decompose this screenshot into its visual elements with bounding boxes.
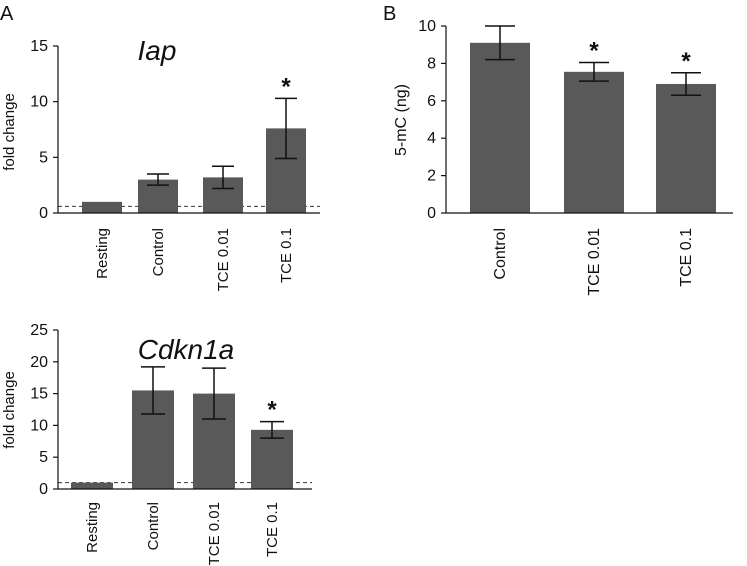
- x-tick-label: TCE 0.1: [678, 228, 695, 287]
- x-tick-label: TCE 0.1: [264, 502, 281, 557]
- y-tick-label: 0: [39, 205, 48, 222]
- y-tick-label: 20: [30, 354, 48, 371]
- y-axis-label: fold change: [1, 371, 18, 449]
- chart-title: Iap: [138, 35, 177, 66]
- bar: [470, 42, 530, 213]
- bar: [71, 482, 113, 489]
- y-tick-label: 10: [418, 18, 436, 35]
- x-tick-label: Resting: [94, 228, 111, 279]
- y-tick-label: 15: [30, 38, 48, 55]
- y-tick-label: 5: [39, 449, 48, 466]
- y-tick-label: 2: [427, 168, 436, 185]
- significance-marker: *: [281, 73, 291, 100]
- y-tick-label: 0: [427, 205, 436, 222]
- significance-marker: *: [681, 48, 691, 75]
- significance-marker: *: [589, 37, 599, 64]
- panel-label-a: A: [0, 3, 14, 25]
- y-tick-label: 4: [427, 130, 436, 147]
- x-tick-label: Control: [150, 228, 167, 276]
- y-tick-label: 10: [30, 417, 48, 434]
- y-tick-label: 6: [427, 93, 436, 110]
- x-tick-label: TCE 0.01: [586, 228, 603, 296]
- chart-title: Cdkn1a: [138, 334, 235, 365]
- x-tick-label: Control: [145, 502, 162, 550]
- bar: [564, 71, 624, 213]
- chart-5mc: 5-mC (ng) * * 0 2 4 6 8 10 Control TCE 0.01 TCE 0.1: [393, 18, 733, 296]
- y-tick-label: 0: [39, 481, 48, 498]
- y-tick-label: 15: [30, 386, 48, 403]
- bar: [251, 429, 293, 489]
- y-tick-label: 5: [39, 149, 48, 166]
- panel-label-b: B: [383, 3, 396, 25]
- y-axis-label: fold change: [1, 93, 18, 171]
- y-tick-label: 25: [30, 322, 48, 339]
- bar: [82, 201, 122, 213]
- y-tick-label: 8: [427, 55, 436, 72]
- x-tick-label: TCE 0.01: [206, 502, 223, 565]
- bar: [656, 83, 716, 213]
- y-axis-label: 5-mC (ng): [393, 84, 410, 156]
- chart-cdkn1a: Cdkn1a fold change * 0 5 10 15 20 25 Resting Contr…: [1, 322, 312, 565]
- x-tick-label: TCE 0.1: [278, 228, 295, 283]
- y-tick-label: 10: [30, 94, 48, 111]
- x-tick-label: Control: [492, 228, 509, 280]
- chart-iap: Iap fold change * 0 5 10 15 Resting Control TCE 0…: [1, 35, 320, 291]
- x-tick-label: TCE 0.01: [215, 228, 232, 291]
- significance-marker: *: [267, 397, 277, 424]
- x-tick-label: Resting: [84, 502, 101, 553]
